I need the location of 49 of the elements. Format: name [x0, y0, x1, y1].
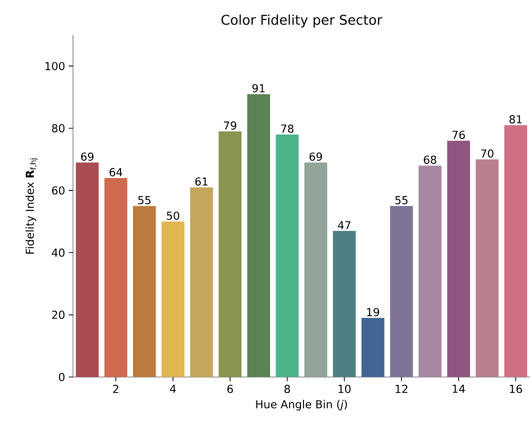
chart-title: Color Fidelity per Sector [221, 14, 382, 28]
bar [247, 94, 270, 377]
bar [276, 134, 299, 377]
data-label: 68 [424, 156, 436, 164]
data-label: 61 [195, 177, 208, 186]
bar [190, 187, 213, 377]
data-label: 81 [510, 115, 522, 124]
bar [390, 206, 413, 377]
x-tick-label: 8 [284, 384, 290, 394]
y-tick-label: 40 [52, 248, 64, 257]
data-label: 79 [224, 121, 236, 130]
x-tick-label: 14 [452, 384, 465, 393]
x-tick-label: 16 [510, 384, 522, 394]
y-tick-label: 20 [52, 310, 64, 319]
y-tick-label: 100 [46, 62, 64, 70]
data-label: 69 [81, 152, 94, 161]
x-tick-label: 12 [396, 384, 408, 393]
bar [361, 318, 384, 377]
data-label: 50 [166, 212, 180, 220]
bar [218, 131, 242, 377]
bar [132, 206, 156, 377]
bar [476, 159, 499, 377]
x-tick-label: 2 [113, 384, 118, 393]
data-label: 70 [481, 149, 494, 158]
data-label: 19 [367, 308, 380, 316]
data-label: 47 [338, 221, 350, 230]
bar [332, 230, 356, 377]
bar [162, 222, 184, 377]
x-tick-label: 4 [170, 384, 176, 393]
y-tick-label: 0 [58, 372, 64, 382]
bar [418, 166, 442, 377]
data-label: 69 [310, 152, 322, 161]
x-axis-title: Hue Angle Bin (j) [256, 400, 347, 411]
bar [76, 162, 99, 377]
data-label: 55 [395, 196, 408, 204]
data-label: 76 [452, 130, 465, 140]
data-label: 91 [252, 84, 265, 92]
x-tick-label: 6 [227, 384, 233, 394]
y-tick-label: 60 [52, 186, 64, 195]
data-label: 78 [281, 124, 294, 133]
bar [447, 140, 470, 377]
bar [104, 178, 128, 377]
x-tick-label: 10 [338, 384, 351, 394]
y-tick-label: 80 [52, 124, 64, 132]
bar [504, 125, 528, 377]
data-label: 64 [110, 168, 122, 176]
data-label: 55 [138, 196, 150, 204]
y-axis-title: Fidelity Index R$_{f,hj}$ [25, 158, 38, 254]
bar [304, 162, 328, 377]
